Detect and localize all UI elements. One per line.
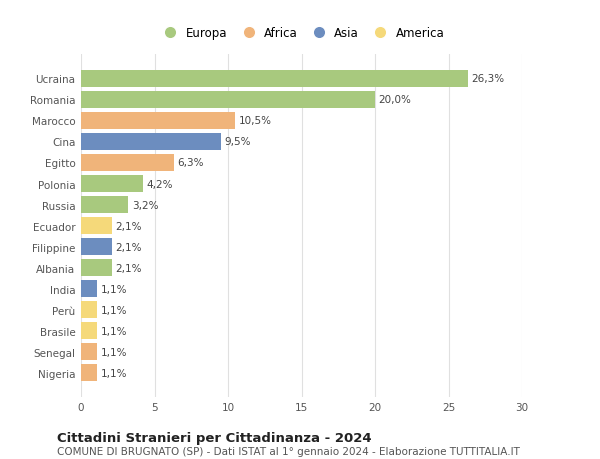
- Bar: [81, 364, 97, 381]
- Bar: [81, 175, 143, 193]
- Bar: [81, 218, 112, 235]
- Text: 20,0%: 20,0%: [379, 95, 412, 105]
- Bar: [81, 71, 467, 88]
- Text: 1,1%: 1,1%: [101, 368, 127, 378]
- Text: Cittadini Stranieri per Cittadinanza - 2024: Cittadini Stranieri per Cittadinanza - 2…: [57, 431, 371, 444]
- Text: 1,1%: 1,1%: [101, 284, 127, 294]
- Bar: [81, 343, 97, 360]
- Text: 1,1%: 1,1%: [101, 305, 127, 315]
- Text: 10,5%: 10,5%: [239, 116, 272, 126]
- Text: 9,5%: 9,5%: [224, 137, 251, 147]
- Text: 1,1%: 1,1%: [101, 326, 127, 336]
- Text: 2,1%: 2,1%: [116, 221, 142, 231]
- Bar: [81, 302, 97, 319]
- Bar: [81, 92, 375, 109]
- Bar: [81, 196, 128, 214]
- Bar: [81, 112, 235, 130]
- Bar: [81, 280, 97, 297]
- Bar: [81, 155, 173, 172]
- Text: 6,3%: 6,3%: [177, 158, 204, 168]
- Bar: [81, 238, 112, 256]
- Text: 2,1%: 2,1%: [116, 242, 142, 252]
- Text: 26,3%: 26,3%: [471, 74, 505, 84]
- Bar: [81, 259, 112, 277]
- Text: 4,2%: 4,2%: [146, 179, 173, 189]
- Bar: [81, 134, 221, 151]
- Text: 2,1%: 2,1%: [116, 263, 142, 273]
- Text: COMUNE DI BRUGNATO (SP) - Dati ISTAT al 1° gennaio 2024 - Elaborazione TUTTITALI: COMUNE DI BRUGNATO (SP) - Dati ISTAT al …: [57, 446, 520, 456]
- Text: 1,1%: 1,1%: [101, 347, 127, 357]
- Legend: Europa, Africa, Asia, America: Europa, Africa, Asia, America: [158, 27, 445, 40]
- Bar: [81, 322, 97, 340]
- Text: 3,2%: 3,2%: [132, 200, 158, 210]
